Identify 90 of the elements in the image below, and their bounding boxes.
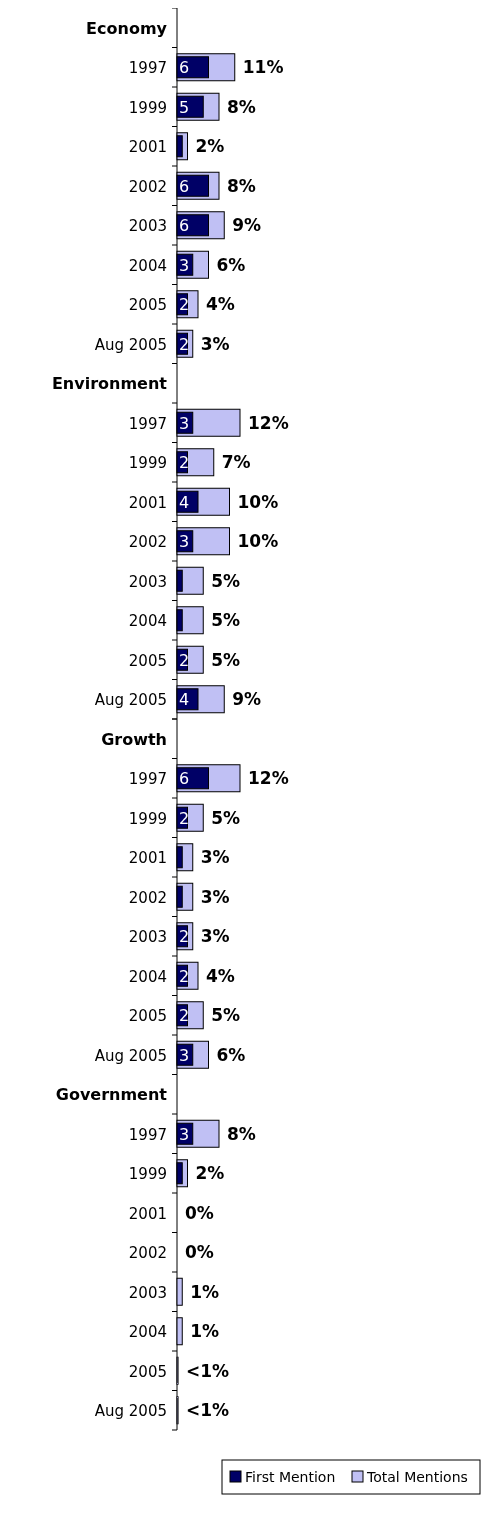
data-label: 9% — [232, 215, 262, 236]
data-label: 10% — [237, 491, 279, 512]
chart-title: Government — [55, 1085, 168, 1105]
data-label: 3 — [179, 1124, 190, 1144]
data-label: 3 — [179, 413, 190, 433]
data-label: 4 — [179, 492, 190, 512]
y-tick-label: 2003 — [128, 572, 167, 591]
y-tick-label: Aug 2005 — [94, 1046, 167, 1065]
data-label: 2 — [179, 650, 190, 670]
data-label: 4 — [179, 690, 190, 710]
legend-label: First Mention — [245, 1469, 336, 1485]
data-label: <1% — [186, 1400, 230, 1421]
data-label: 4% — [206, 965, 235, 986]
y-tick-label: 1997 — [128, 1125, 167, 1144]
data-label: 3% — [200, 333, 230, 354]
y-tick-label: 2005 — [128, 1362, 167, 1381]
data-label: 2% — [195, 136, 225, 157]
data-label: 11% — [242, 57, 284, 78]
y-tick-label: 2005 — [128, 296, 167, 315]
data-label: 10% — [237, 531, 279, 552]
data-label: 6 — [179, 769, 190, 789]
data-label: 5 — [179, 97, 190, 117]
data-label: 6% — [216, 1044, 246, 1065]
data-label: 5% — [211, 610, 241, 631]
chart-title: Growth — [101, 729, 167, 749]
y-tick-label: 1997 — [128, 414, 167, 433]
y-tick-label: 2004 — [128, 612, 167, 631]
data-label: 2 — [179, 295, 190, 315]
data-label: 2 — [179, 453, 190, 473]
data-label: 2 — [179, 808, 190, 828]
y-tick-label: 2003 — [128, 928, 167, 947]
y-tick-label: 1999 — [128, 454, 167, 473]
data-label: 8% — [227, 1123, 256, 1144]
y-tick-label: 2002 — [128, 888, 167, 907]
y-tick-label: Aug 2005 — [94, 335, 167, 354]
data-label: 3% — [200, 886, 230, 907]
y-tick-label: 1999 — [128, 1165, 167, 1184]
data-label: 0% — [185, 1202, 214, 1223]
data-label: 8% — [227, 175, 256, 196]
data-label: 3 — [179, 1045, 190, 1065]
y-tick-label: 2001 — [128, 849, 167, 868]
data-label: 5% — [211, 649, 241, 670]
data-label: 0% — [185, 1242, 214, 1263]
chart-title: Economy — [86, 18, 168, 38]
y-tick-label: 2005 — [128, 1007, 167, 1026]
y-tick-label: 2003 — [128, 1283, 167, 1302]
data-label: 7% — [221, 452, 251, 473]
y-tick-label: 2001 — [128, 138, 167, 157]
data-label: 2 — [179, 1006, 190, 1026]
data-label: 1% — [190, 1281, 220, 1302]
data-label: 12% — [248, 412, 289, 433]
y-tick-label: 2004 — [128, 1323, 167, 1342]
data-label: 1% — [190, 1321, 220, 1342]
data-label: 5% — [211, 807, 241, 828]
data-label: 3 — [179, 532, 190, 552]
y-tick-label: 2001 — [128, 493, 167, 512]
data-label: 6 — [179, 216, 190, 236]
y-tick-label: 2001 — [128, 1204, 167, 1223]
y-tick-label: 2005 — [128, 651, 167, 670]
y-tick-label: 2003 — [128, 217, 167, 236]
data-label: 2 — [179, 334, 190, 354]
y-tick-label: 1997 — [128, 59, 167, 78]
y-tick-label: 2002 — [128, 177, 167, 196]
data-label: 6 — [179, 58, 190, 78]
data-label: 5% — [211, 1005, 241, 1026]
data-label: 6% — [216, 254, 246, 275]
y-tick-label: 2002 — [128, 533, 167, 552]
y-tick-label: 2002 — [128, 1244, 167, 1263]
y-tick-label: Aug 2005 — [94, 691, 167, 710]
data-label: 9% — [232, 689, 262, 710]
y-tick-label: 1999 — [128, 98, 167, 117]
data-label: 3% — [200, 847, 230, 868]
data-label: 6 — [179, 176, 190, 196]
y-tick-label: 1997 — [128, 770, 167, 789]
y-tick-label: 2004 — [128, 967, 167, 986]
data-label: 3% — [200, 926, 230, 947]
y-tick-label: 1999 — [128, 809, 167, 828]
data-label: <1% — [186, 1360, 230, 1381]
y-tick-label: 2004 — [128, 256, 167, 275]
data-label: 2 — [179, 966, 190, 986]
chart-title: Environment — [51, 374, 168, 394]
data-label: 4% — [206, 294, 235, 315]
y-tick-label: Aug 2005 — [94, 1402, 167, 1421]
data-label: 2 — [179, 927, 190, 947]
data-label: 8% — [227, 96, 256, 117]
legend-label: Total Mentions — [366, 1469, 468, 1485]
data-label: 3 — [179, 255, 190, 275]
data-label: 2% — [195, 1163, 225, 1184]
data-label: 5% — [211, 570, 241, 591]
data-label: 12% — [248, 768, 289, 789]
